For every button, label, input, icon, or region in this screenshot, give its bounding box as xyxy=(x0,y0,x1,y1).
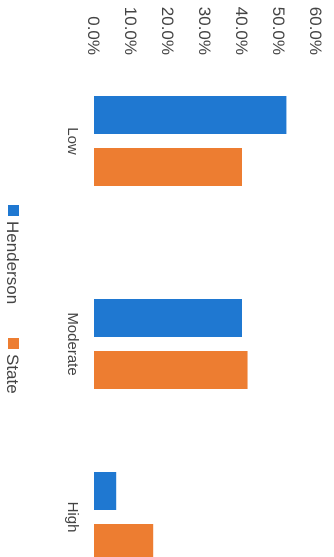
bar-henderson-low xyxy=(94,96,287,134)
legend-swatch-henderson xyxy=(8,205,19,216)
y-tick-label: 10.0% xyxy=(121,7,140,55)
bar-state-low xyxy=(94,148,242,186)
y-tick-label: 30.0% xyxy=(195,7,214,55)
y-tick-label: 0.0% xyxy=(84,16,103,55)
y-axis-ticks: 0.0% 10.0% 20.0% 30.0% 40.0% 50.0% 60.0% xyxy=(84,7,325,55)
y-tick-label: 20.0% xyxy=(158,7,177,55)
bar-henderson-moderate xyxy=(94,299,242,337)
category-label: High xyxy=(64,502,81,533)
y-tick-label: 60.0% xyxy=(306,7,325,55)
bar-state-high xyxy=(93,524,154,557)
legend: Henderson State xyxy=(3,205,22,394)
bar-henderson-high xyxy=(93,472,117,510)
legend-swatch-state xyxy=(8,338,19,349)
y-tick-label: 50.0% xyxy=(269,7,288,55)
legend-label-henderson: Henderson xyxy=(3,221,22,304)
category-labels: Low Moderate High xyxy=(64,127,81,532)
category-label: Moderate xyxy=(64,312,81,375)
category-label: Low xyxy=(64,127,81,155)
bars xyxy=(93,96,287,557)
legend-label-state: State xyxy=(3,354,22,394)
bar-state-moderate xyxy=(94,351,248,389)
y-tick-label: 40.0% xyxy=(232,7,251,55)
